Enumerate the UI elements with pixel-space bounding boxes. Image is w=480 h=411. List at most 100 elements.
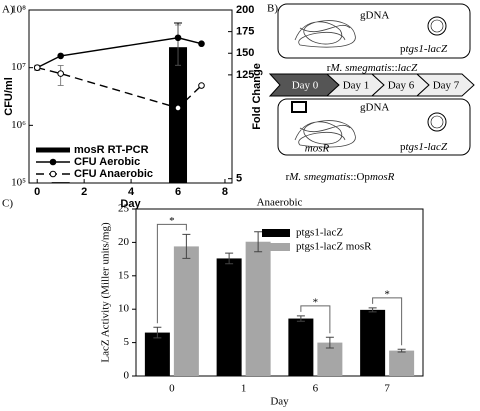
bar [389,350,415,376]
x-axis-title: Day [120,198,141,210]
x-tick-label: 4 [128,186,135,198]
y-tick-label: 15 [118,269,130,281]
construct-box [277,3,471,59]
text: r [286,171,290,183]
plasmid-label: ptgs1-lacZ [400,141,448,153]
error-bar [368,307,377,313]
text: r [327,62,331,74]
x-tick-label: 2 [81,186,87,198]
y2-axis-title: Fold Change [251,63,263,130]
timeline-step [415,73,475,97]
y2-tick-label: 125 [236,69,254,81]
strain-label: rM. smegmatis::OpmosR [286,171,395,183]
text: tgs1-lacZ [406,43,448,55]
text: p [400,43,406,55]
error-bar [254,231,263,253]
point [198,40,205,48]
diagram: B) gDNA ptgs1-lacZ rM. smegmatis::lacZ D… [267,3,475,183]
line [37,66,202,109]
plot-frame [135,208,424,377]
significance-bracket [372,297,403,346]
insert-label: mosR [305,143,330,155]
line [36,37,202,69]
point [174,104,182,112]
y2-tick-label: 150 [236,47,254,59]
dna-tangle [294,20,356,48]
significance-label: * [384,288,390,300]
y2-tick-label: 5 [236,173,242,185]
x-tick-label: 8 [222,186,228,198]
significance-label: * [169,215,175,227]
y-tick-label: 10 [118,303,130,315]
x-tick-label: 6 [313,383,319,395]
point [57,52,64,60]
plasmid [427,16,447,36]
plasmid [427,112,447,132]
x-tick-label: 7 [384,383,390,395]
bar [245,241,271,376]
y2-tick-label: 175 [236,26,254,38]
legend-swatch [262,229,290,237]
text: lacZ [398,62,418,74]
legend-label: CFU Aerobic [74,156,140,168]
significance-bracket [156,223,187,324]
legend-marker [49,158,57,166]
text: M. smegmatis [329,62,391,74]
panel-label: B) [267,3,278,15]
error-bar [225,252,234,265]
bar [173,246,199,376]
x-axis-title: Day [270,396,289,408]
point [174,34,182,42]
panel-label: A) [2,4,14,16]
point [33,64,41,71]
error-bar [182,233,191,259]
plasmid [430,115,444,129]
text: M. smegmatis [288,171,350,183]
chromosome-label: gDNA [360,10,389,22]
text: ::Op [350,171,370,183]
y-tick-label: 10⁷ [11,61,26,73]
bar [288,318,314,376]
chart-title: Anaerobic [257,197,303,209]
x-tick-label: 1 [241,383,247,395]
legend-marker [49,170,57,178]
y2-tick-label: 200 [236,4,254,16]
construct-box [277,98,471,156]
y-axis-title: LacZ Activity (Miller units/mg) [100,222,112,363]
significance-label: * [313,296,319,308]
panel-label: C) [2,198,13,210]
x-tick-label: 0 [169,383,175,395]
legend-label: mosR RT-PCR [74,144,149,156]
point [57,70,64,77]
y-tick-label: 25 [118,203,130,215]
insert-marker [291,101,307,113]
bar [169,47,188,183]
significance-bracket [300,305,331,334]
legend-label: ptgs1-lacZ mosR [296,241,372,253]
timeline-label: Day 0 [292,80,319,92]
error-bar [153,326,162,339]
error-bar [397,348,406,353]
y-tick-label: 5 [124,336,130,348]
legend-label: CFU Anaerobic [74,168,153,180]
y-tick-label: 10⁸ [11,4,26,16]
text: p [400,141,406,153]
plasmid [430,19,444,33]
timeline-label: Day 1 [343,80,370,92]
bar [51,182,70,183]
timeline-label: Day 7 [433,80,460,92]
y-tick-label: 10⁵ [11,177,26,189]
y-tick-label: 0 [124,370,130,382]
text: :: [392,62,398,74]
text: mosR [370,171,395,183]
point [198,82,205,89]
y-axis-title: CFU/ml [3,77,15,116]
y-tick-label: 10⁶ [11,119,26,131]
legend-label: ptgs1-lacZ [296,227,343,239]
x-tick-label: 0 [34,186,40,198]
legend-swatch [262,243,290,251]
plot-frame [28,9,233,184]
chromosome-label: gDNA [360,102,389,114]
error-bar [175,24,182,66]
